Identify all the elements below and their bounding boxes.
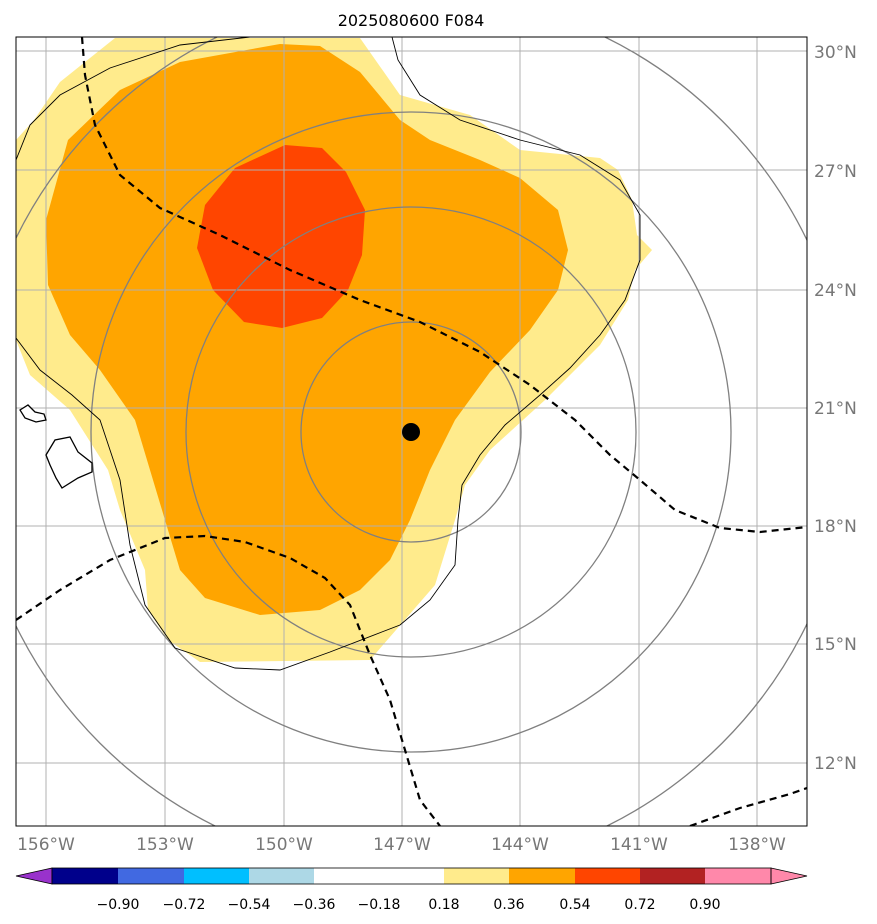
lon-label-153w: 153°W (136, 835, 194, 855)
colorbar-segment-6 (379, 868, 444, 884)
dashed-boundary-south (16, 534, 441, 826)
lon-label-156w: 156°W (17, 835, 75, 855)
colorbar: −0.90 −0.72 −0.54 −0.36 −0.18 0.18 0.36 … (15, 867, 808, 913)
dashed-boundaries (16, 37, 807, 826)
colorbar-extend-low (15, 867, 53, 885)
center-marker (402, 423, 420, 441)
lat-labels: 30°N 27°N 24°N 21°N 18°N 15°N 12°N (814, 43, 857, 774)
colorbar-label-2: −0.72 (163, 897, 206, 913)
colorbar-segment-2 (118, 868, 184, 884)
contour-line (16, 37, 641, 671)
lat-label-24n: 24°N (814, 281, 857, 301)
colorbar-label-6: 0.18 (428, 897, 459, 913)
colorbar-segment-10 (640, 868, 705, 884)
range-rings (16, 37, 807, 826)
lon-label-147w: 147°W (373, 835, 431, 855)
dashed-boundary-southeast (689, 786, 807, 826)
lat-label-15n: 15°N (814, 635, 857, 655)
colorbar-segment-11 (705, 868, 771, 884)
map-frame (15, 36, 808, 827)
colorbar-label-5: −0.18 (358, 897, 401, 913)
range-ring-2 (185, 206, 637, 658)
lon-label-138w: 138°W (728, 835, 786, 855)
colorbar-label-7: 0.36 (493, 897, 524, 913)
colorbar-segment-5 (314, 868, 379, 884)
colorbar-label-10: 0.90 (689, 897, 720, 913)
colorbar-segment-4 (249, 868, 314, 884)
colorbar-label-1: −0.90 (97, 897, 140, 913)
lon-label-150w: 150°W (255, 835, 313, 855)
colorbar-label-8: 0.54 (559, 897, 590, 913)
colorbar-frame (51, 867, 772, 885)
lon-label-141w: 141°W (610, 835, 668, 855)
dashed-boundary-north (80, 37, 807, 534)
island-maui (19, 404, 47, 423)
lat-label-30n: 30°N (814, 43, 857, 63)
lon-labels: 156°W 153°W 150°W 147°W 144°W 141°W 138°… (17, 835, 786, 855)
lat-label-18n: 18°N (814, 517, 857, 537)
lat-label-12n: 12°N (814, 754, 857, 774)
colorbar-segment-3 (184, 868, 249, 884)
colorbar-segment-7 (444, 868, 509, 884)
colorbar-extend-high (770, 867, 808, 885)
shading-band-0.54-0.72 (197, 145, 365, 328)
colorbar-segment-8 (509, 868, 575, 884)
shading-band-0.36-0.54 (46, 44, 568, 615)
island-big-island (45, 436, 93, 489)
colorbar-segment-1 (52, 868, 118, 884)
map-area (16, 37, 807, 826)
colorbar-label-9: 0.72 (624, 897, 655, 913)
colorbar-label-3: −0.54 (228, 897, 271, 913)
range-ring-3 (90, 111, 732, 753)
lat-label-27n: 27°N (814, 162, 857, 182)
colorbar-segment-9 (575, 868, 640, 884)
colorbar-label-4: −0.36 (293, 897, 336, 913)
figure-title: 2025080600 F084 (338, 11, 485, 30)
lon-label-144w: 144°W (491, 835, 549, 855)
range-ring-1 (300, 321, 522, 543)
lat-label-21n: 21°N (814, 399, 857, 419)
hawaii-islands (19, 404, 93, 489)
graticule (16, 37, 807, 826)
